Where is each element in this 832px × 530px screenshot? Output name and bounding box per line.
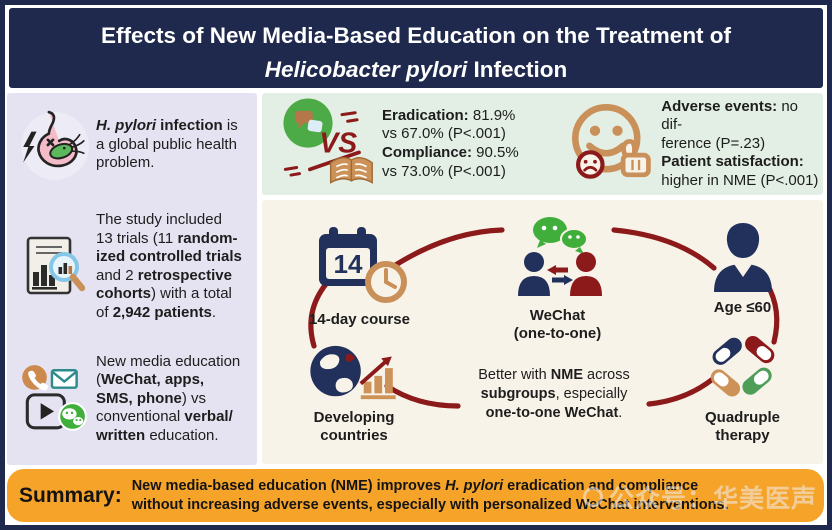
title-line2: Helicobacter pylori Infection (264, 56, 568, 82)
globe-label-line1: Developing (313, 409, 395, 426)
efficacy-block: VS Eradication: 81.9% vs 67.0% (P<.001) Co… (262, 93, 559, 195)
problem-text: H. pylori infection is a global public he… (96, 117, 238, 172)
content-area: Effects of New Media-Based Education on … (5, 5, 827, 525)
summary-bar: Summary: New media-based education (NME)… (7, 469, 824, 522)
title-line1: Effects of New Media-Based Education on … (100, 23, 732, 48)
calendar-clock-icon: 14 (318, 227, 407, 303)
background-panel: H. pylori infection is a global public he… (7, 93, 257, 465)
nme-vs-conventional-icon: VS (274, 96, 376, 193)
title-banner: Effects of New Media-Based Education on … (9, 8, 823, 88)
pills-icon (710, 336, 774, 397)
node-age-60: Age ≤60 (675, 220, 810, 317)
wechat-label-line2: (one-to-one) (513, 324, 602, 342)
summary-label: Summary: (19, 483, 122, 507)
pills-label-line2: therapy (715, 426, 770, 444)
efficacy-text: Eradication: 81.9% vs 67.0% (P<.001) Compl… (382, 106, 519, 180)
wechat-chat-people-icon (517, 217, 602, 296)
safety-block: Adverse events: no dif-ference (P=.23) Pa… (559, 93, 823, 195)
section-problem: H. pylori infection is a global public he… (7, 107, 257, 183)
node-quadruple-therapy: Quadruple therapy (670, 332, 815, 444)
section-intervention: New media education (WeChat, apps, SMS, ph… (7, 353, 257, 446)
node-wechat-one-to-one: WeChat (one-to-one) (490, 214, 625, 342)
person-icon (713, 223, 772, 292)
media-channels-icon (15, 362, 91, 436)
safety-text: Adverse events: no dif-ference (P=.23) Pa… (661, 97, 819, 189)
calendar-day-number: 14 (333, 249, 362, 279)
summary-text: New media-based education (NME) improves… (131, 477, 729, 513)
section-methods: The study included 13 trials (11 random-i… (7, 211, 257, 323)
course-label: 14-day course (309, 311, 410, 328)
report-search-icon (15, 232, 91, 302)
intervention-text: New media education (WeChat, apps, SMS, ph… (96, 352, 241, 444)
age-label: Age ≤60 (713, 299, 772, 316)
node-developing-countries: Developing countries (284, 340, 424, 444)
globe-label-line2: countries (320, 426, 388, 444)
methods-text: The study included 13 trials (11 random-i… (96, 211, 242, 321)
subgroup-conclusion-text: Better with NME across subgroups, especia… (478, 367, 630, 421)
wechat-label-line1: WeChat (529, 307, 586, 324)
globe-growth-icon (310, 345, 396, 400)
vs-label: VS (319, 127, 357, 159)
node-14-day-course: 14 14-day course (287, 224, 432, 329)
pills-label-line1: Quadruple (704, 409, 780, 426)
outcomes-panel: VS Eradication: 81.9% vs 67.0% (P<.001) Co… (262, 93, 823, 195)
subgroup-diagram: 14 14-day course (262, 200, 823, 464)
satisfaction-smiley-icon (565, 96, 655, 193)
stomach-bacteria-icon (15, 107, 91, 183)
